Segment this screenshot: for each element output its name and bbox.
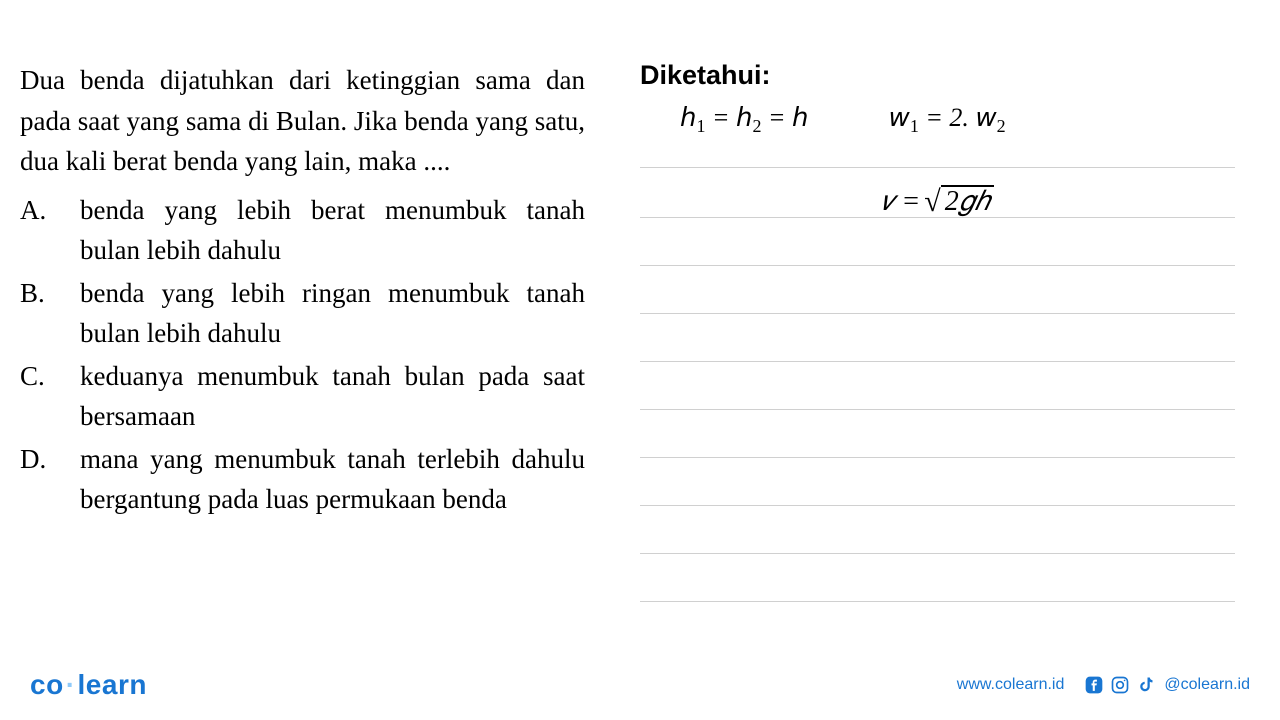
sqrt-icon: √: [924, 187, 940, 220]
option-d: D. mana yang menumbuk tanah terlebih dah…: [20, 439, 585, 520]
velocity-formula: 𝑣 = √ 2𝑔ℎ: [640, 185, 1235, 218]
option-c: C. keduanya menumbuk tanah bulan pada sa…: [20, 356, 585, 437]
given-equations: 𝘩1 = 𝘩2 = 𝘩 𝘸1 = 2. 𝘸2: [640, 103, 1235, 137]
option-label: C.: [20, 356, 80, 437]
sqrt-expression: √ 2𝑔ℎ: [924, 185, 993, 218]
heights-equation: 𝘩1 = 𝘩2 = 𝘩: [680, 103, 809, 137]
ruled-line: [640, 457, 1235, 458]
weights-equation: 𝘸1 = 2. 𝘸2: [889, 103, 1006, 137]
option-a: A. benda yang lebih berat menumbuk tanah…: [20, 190, 585, 271]
brand-part-b: learn: [78, 669, 147, 700]
given-title: Diketahui:: [640, 60, 1235, 91]
option-text: mana yang menumbuk tanah terlebih dahulu…: [80, 439, 585, 520]
social-handle: @colearn.id: [1164, 676, 1250, 694]
option-label: A.: [20, 190, 80, 271]
option-text: keduanya menumbuk tanah bulan pada saat …: [80, 356, 585, 437]
tiktok-icon: [1136, 675, 1156, 695]
ruled-line: [640, 505, 1235, 506]
ruled-line: [640, 167, 1235, 168]
question-column: Dua benda dijatuhkan dari ketinggian sam…: [20, 60, 615, 640]
brand-part-a: co: [30, 669, 64, 700]
facebook-icon: [1084, 675, 1104, 695]
social-icons: @colearn.id: [1084, 675, 1250, 695]
instagram-icon: [1110, 675, 1130, 695]
footer-right: www.colearn.id @colearn.id: [957, 675, 1250, 695]
option-text: benda yang lebih ringan menumbuk tanah b…: [80, 273, 585, 354]
option-label: B.: [20, 273, 80, 354]
ruled-line: [640, 217, 1235, 218]
ruled-line: [640, 361, 1235, 362]
ruled-line: [640, 601, 1235, 602]
ruled-line: [640, 313, 1235, 314]
footer-url: www.colearn.id: [957, 676, 1065, 694]
sqrt-argument: 2𝑔ℎ: [941, 185, 994, 218]
work-column: Diketahui: 𝘩1 = 𝘩2 = 𝘩 𝘸1 = 2. 𝘸2 𝑣 = √ …: [615, 60, 1235, 640]
ruled-workspace: 𝑣 = √ 2𝑔ℎ: [640, 167, 1235, 627]
ruled-line: [640, 553, 1235, 554]
ruled-line: [640, 265, 1235, 266]
option-label: D.: [20, 439, 80, 520]
option-text: benda yang lebih berat menumbuk tanah bu…: [80, 190, 585, 271]
brand-logo: co·learn: [30, 669, 147, 701]
question-stem: Dua benda dijatuhkan dari ketinggian sam…: [20, 60, 585, 182]
formula-lhs: 𝑣 =: [881, 186, 920, 218]
footer: co·learn www.colearn.id @colearn.id: [0, 650, 1280, 720]
option-b: B. benda yang lebih ringan menumbuk tana…: [20, 273, 585, 354]
brand-dot-icon: ·: [66, 669, 76, 700]
options-list: A. benda yang lebih berat menumbuk tanah…: [20, 190, 585, 520]
ruled-line: [640, 409, 1235, 410]
